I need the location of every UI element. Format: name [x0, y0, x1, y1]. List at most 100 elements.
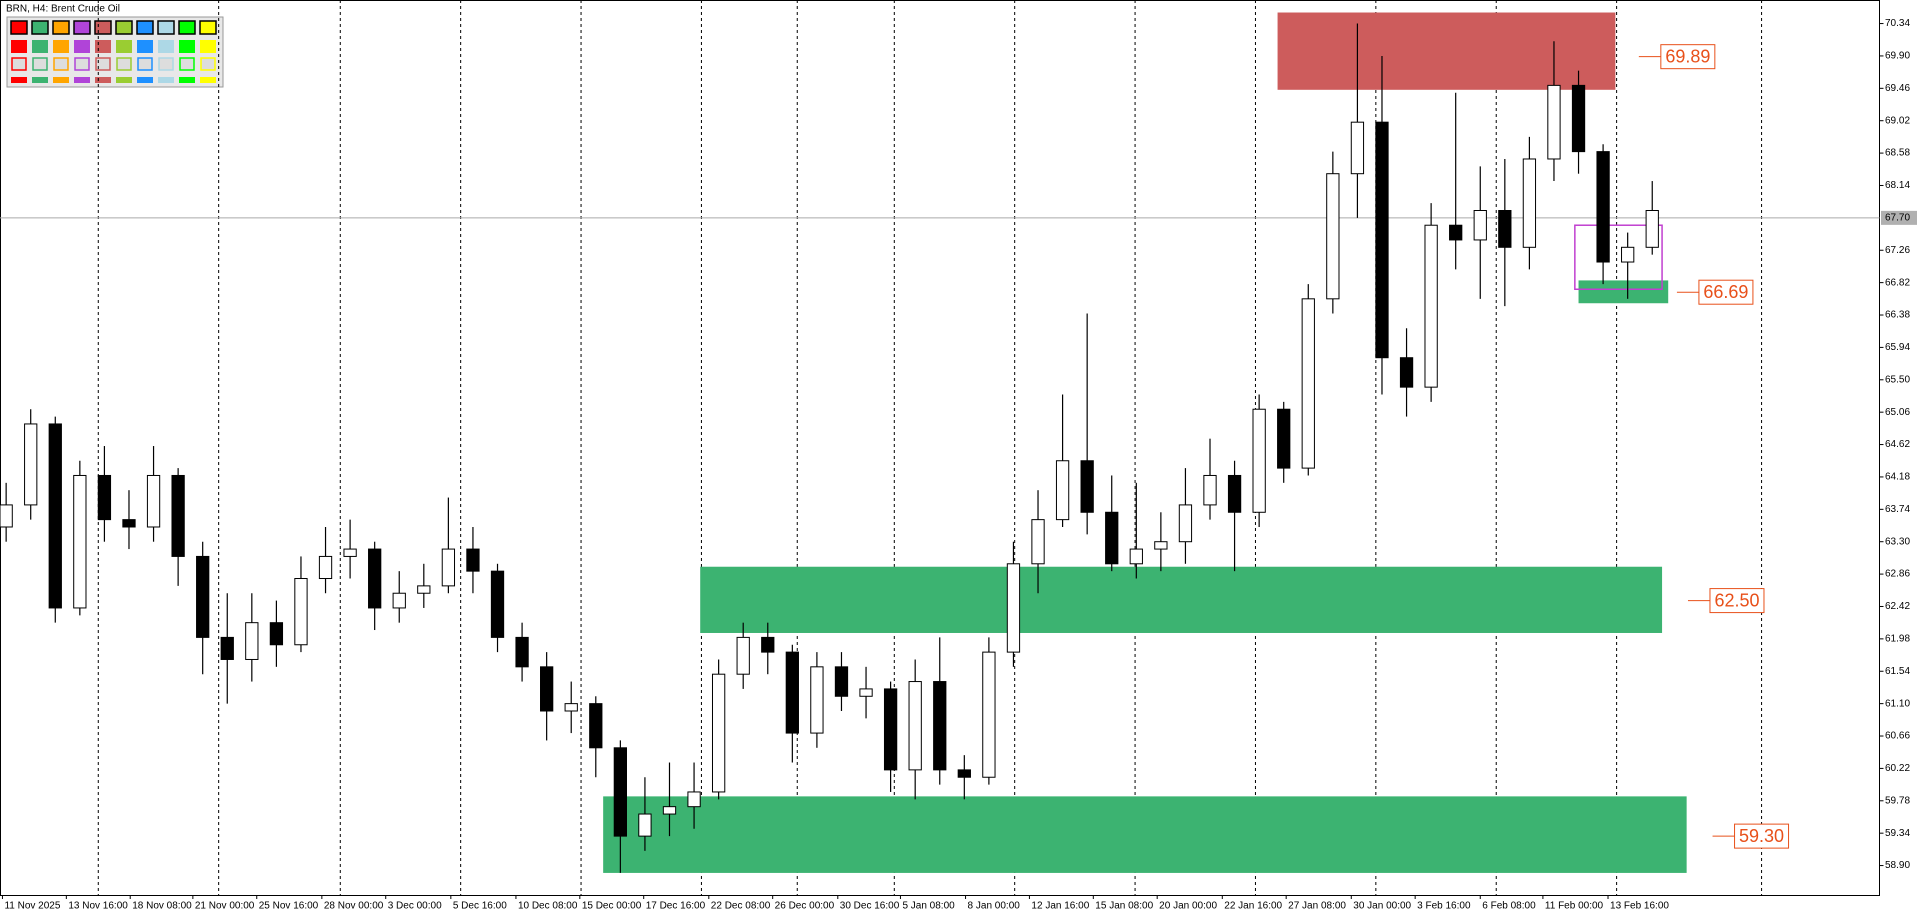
- x-tick-label: 20 Jan 00:00: [1159, 901, 1217, 912]
- swatch: [179, 57, 195, 71]
- level-label: 59.30: [1739, 826, 1784, 846]
- swatch: [116, 57, 132, 71]
- candle-body: [908, 681, 922, 771]
- swatch: [74, 77, 90, 83]
- candle-body: [711, 673, 726, 793]
- range-box: [1574, 224, 1663, 291]
- candle-body: [1449, 224, 1463, 241]
- candle-body: [982, 651, 996, 778]
- zone: [700, 566, 1663, 633]
- swatch: [31, 20, 49, 35]
- candle-body: [834, 666, 849, 697]
- candle-body: [1547, 84, 1561, 160]
- y-tick-label: 60.66: [1885, 731, 1910, 742]
- candle-body: [294, 578, 308, 646]
- swatch: [200, 57, 216, 71]
- plot-frame: [0, 0, 1880, 896]
- x-tick-label: 28 Nov 00:00: [324, 901, 384, 912]
- swatch: [95, 57, 111, 71]
- candle-body: [1350, 121, 1365, 175]
- candle-body: [1399, 357, 1414, 388]
- candle-body: [540, 666, 554, 712]
- candle-body: [1596, 151, 1610, 263]
- candle-body: [245, 622, 259, 660]
- swatch: [53, 57, 69, 71]
- candle-body: [318, 555, 333, 580]
- y-tick-label: 61.98: [1885, 634, 1910, 645]
- swatch: [137, 77, 153, 83]
- y-tick-label: 65.06: [1885, 407, 1910, 418]
- x-tick-label: 8 Jan 00:00: [968, 901, 1021, 912]
- candle-body: [1621, 246, 1635, 263]
- x-tick-label: 25 Nov 16:00: [259, 901, 319, 912]
- candle-body: [761, 636, 775, 653]
- current-price-tag: [1881, 210, 1917, 225]
- swatch: [158, 57, 174, 71]
- zone: [1578, 280, 1669, 304]
- x-tick-label: 21 Nov 00:00: [195, 901, 255, 912]
- y-tick-label: 62.42: [1885, 601, 1910, 612]
- candle-body: [1375, 121, 1389, 359]
- x-tick-label: 3 Dec 00:00: [388, 901, 442, 912]
- candle-body: [48, 423, 62, 609]
- candle-body: [171, 474, 185, 557]
- candle-body: [1129, 548, 1143, 565]
- x-tick-label: 26 Dec 00:00: [775, 901, 835, 912]
- x-tick-label: 12 Jan 16:00: [1031, 901, 1089, 912]
- x-tick-label: 6 Feb 08:00: [1482, 901, 1536, 912]
- x-tick-label: 5 Dec 16:00: [453, 901, 507, 912]
- swatch: [11, 57, 27, 71]
- candle-body: [662, 806, 677, 815]
- candle-body: [1571, 84, 1586, 153]
- swatch: [73, 20, 91, 35]
- level-box: [1698, 279, 1754, 305]
- swatch: [74, 40, 90, 53]
- candle-body: [1301, 298, 1315, 469]
- y-tick-label: 59.34: [1885, 828, 1910, 839]
- swatch: [94, 20, 112, 35]
- candle-body: [736, 636, 750, 675]
- y-tick-label: 65.50: [1885, 374, 1910, 385]
- zone: [603, 796, 1687, 873]
- x-tick-label: 5 Jan 08:00: [902, 901, 955, 912]
- candle-body: [368, 548, 382, 609]
- candle-body: [883, 688, 898, 771]
- y-tick-label: 63.30: [1885, 536, 1910, 547]
- swatch: [32, 77, 48, 83]
- swatch: [158, 40, 174, 53]
- x-tick-label: 13 Nov 16:00: [68, 901, 128, 912]
- candle-body: [490, 570, 505, 638]
- x-tick-label: 11 Feb 00:00: [1545, 901, 1604, 912]
- candle-body: [97, 474, 112, 521]
- candle-body: [1105, 511, 1119, 565]
- candle-body: [687, 791, 701, 808]
- candle-body: [1055, 460, 1070, 521]
- swatch: [179, 40, 195, 53]
- swatch: [95, 40, 111, 53]
- level-box: [1660, 44, 1716, 70]
- candle-body: [343, 548, 357, 557]
- y-tick-label: 65.94: [1885, 342, 1910, 353]
- swatch: [10, 20, 28, 35]
- x-tick-label: 15 Jan 08:00: [1095, 901, 1153, 912]
- y-tick-label: 69.46: [1885, 83, 1910, 94]
- x-tick-label: 3 Feb 16:00: [1417, 901, 1471, 912]
- swatch: [157, 20, 175, 35]
- candle-body: [933, 681, 947, 771]
- x-tick-label: 17 Dec 16:00: [646, 901, 706, 912]
- y-tick-label: 70.34: [1885, 18, 1910, 29]
- candle-body: [1154, 541, 1168, 550]
- candle-body: [1277, 408, 1291, 469]
- candle-body: [0, 504, 13, 528]
- candle-body: [638, 813, 652, 837]
- swatch: [200, 77, 216, 83]
- swatch: [52, 20, 70, 35]
- y-tick-label: 67.26: [1885, 245, 1910, 256]
- candle-body: [957, 769, 971, 778]
- swatch: [137, 40, 153, 53]
- candle-body: [1203, 474, 1217, 506]
- x-tick-label: 30 Dec 16:00: [840, 901, 900, 912]
- candle-body: [1080, 460, 1094, 513]
